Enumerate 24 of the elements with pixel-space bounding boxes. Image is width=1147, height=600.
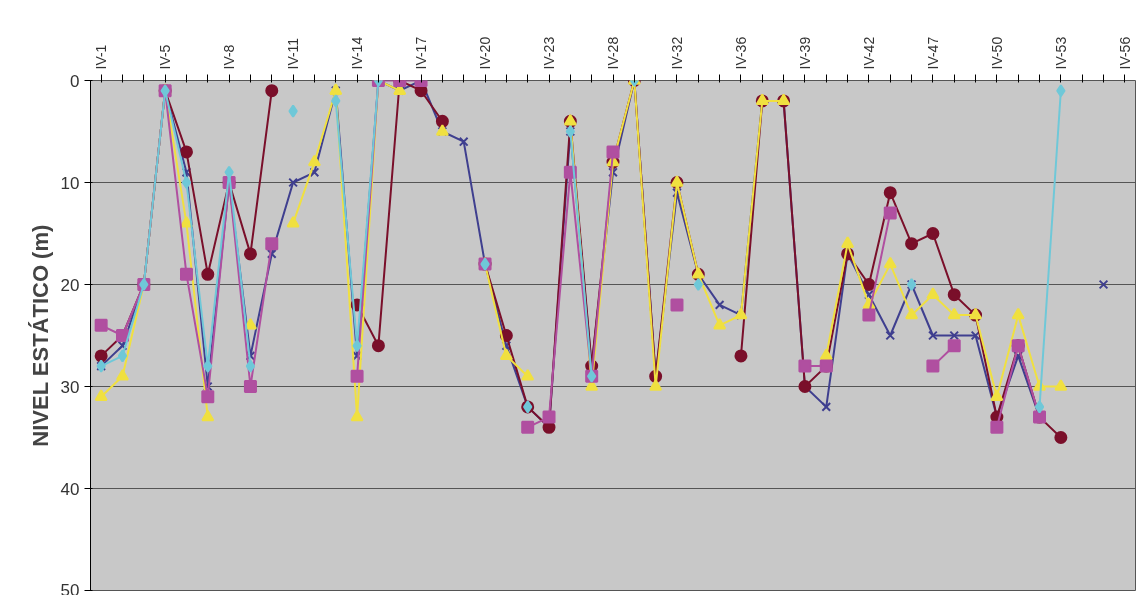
y-tick-label: 50 (60, 580, 80, 600)
y-tick-label: 30 (60, 377, 80, 397)
x-tick-label: IV-20 (477, 36, 494, 70)
x-tick-label: IV-14 (349, 36, 366, 70)
x-tick-label: IV-42 (860, 36, 877, 70)
x-tick-label: IV-11 (285, 37, 302, 70)
x-tick-label: IV-36 (732, 36, 749, 70)
x-tick-label: IV-5 (157, 44, 174, 70)
x-tick-label: IV-56 (1116, 36, 1133, 70)
y-axis-title: NIVEL ESTÁTICO (m) (27, 224, 53, 447)
x-tick-label: IV-8 (221, 44, 238, 70)
y-tick-label: 0 (70, 71, 80, 91)
x-tick-label: IV-32 (668, 36, 685, 70)
x-tick-label: IV-17 (413, 36, 430, 70)
y-tick-label: 40 (60, 479, 80, 499)
x-tick-label: IV-50 (988, 36, 1005, 70)
x-tick-label: IV-39 (796, 36, 813, 70)
y-tick-label: 20 (60, 275, 80, 295)
y-tick-label: 10 (60, 173, 80, 193)
x-tick-label: IV-23 (541, 36, 558, 70)
x-tick-label: IV-1 (93, 44, 110, 70)
x-tick-label: IV-28 (605, 36, 621, 70)
x-tick-label: IV-53 (1052, 36, 1069, 70)
x-tick-label: IV-47 (924, 36, 941, 70)
